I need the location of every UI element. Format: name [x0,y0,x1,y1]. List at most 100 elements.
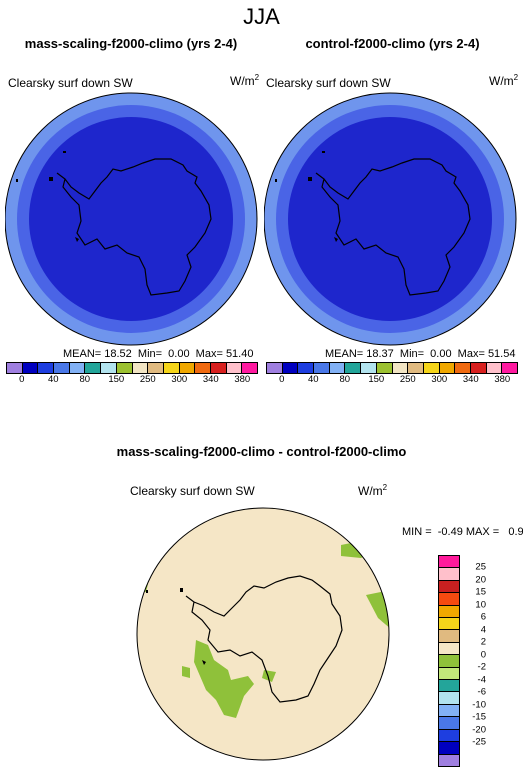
colorbar-label: 380 [234,374,251,385]
colorbar-box [22,363,39,373]
colorbar-label: 340 [202,374,219,385]
colorbar-box [423,363,440,373]
colorbar-box [361,363,377,373]
colorbar-box [392,363,409,373]
colorbar-box [486,363,503,373]
left-colorbar-boxes [6,362,258,374]
diff-units-label: W/m2 [358,483,388,499]
colorbar-box [195,363,211,373]
colorbar-label: 150 [108,374,125,385]
colorbar-box [179,363,196,373]
colorbar-box [439,556,459,569]
colorbar-box [439,363,456,373]
left-variable-label: Clearsky surf down SW [8,76,133,90]
colorbar-box [439,742,459,755]
left-panel-title: mass-scaling-f2000-climo (yrs 2-4) [24,36,238,51]
colorbar-label: -6 [477,686,486,698]
right-antarctica-coastline [315,158,471,296]
colorbar-box [242,363,257,373]
right-stats: MEAN= 18.37 Min= 0.00 Max= 51.54 [325,348,516,360]
colorbar-box [116,363,133,373]
colorbar-box [408,363,424,373]
colorbar-label: 0 [19,374,25,385]
left-colorbar: 0 40 80 150 250 300 340 380 [6,362,258,386]
colorbar-label: 300 [171,374,188,385]
colorbar-label: 300 [431,374,448,385]
left-units-label: W/m2 [230,73,260,89]
colorbar-label: 25 [475,561,486,573]
diff-variable-label: Clearsky surf down SW [130,484,255,498]
colorbar-label: 340 [462,374,479,385]
colorbar-label: 20 [475,574,486,586]
colorbar-box [345,363,362,373]
colorbar-box [69,363,86,373]
diff-minmax: MIN = -0.49 MAX = 0.91 [402,526,523,538]
right-colorbar-labels: 0 40 80 150 250 300 340 380 [266,374,518,386]
colorbar-box [210,363,227,373]
diff-antarctica-coastline [185,575,343,703]
colorbar-box [54,363,70,373]
colorbar-box [439,605,459,619]
colorbar-label: -4 [477,674,486,686]
page-title: JJA [243,4,280,29]
colorbar-box [376,363,393,373]
colorbar-label: -10 [472,699,486,711]
colorbar-box [439,692,459,705]
colorbar-box [85,363,102,373]
diff-colorbar-labels: 25 20 15 10 6 4 2 0 -2 -4 -6 -10 -15 -20 -25 [466,555,486,767]
colorbar-label: -15 [472,711,486,723]
colorbar-label: 40 [307,374,319,385]
colorbar-box [282,363,299,373]
colorbar-label: 250 [399,374,416,385]
colorbar-box [329,363,346,373]
colorbar-box [439,680,459,693]
right-colorbar: 0 40 80 150 250 300 340 380 [266,362,518,386]
colorbar-label: 2 [480,636,486,648]
colorbar-box [132,363,149,373]
colorbar-box [439,618,459,631]
colorbar-label: 80 [79,374,91,385]
colorbar-box [38,363,55,373]
diff-colorbar [438,555,460,767]
diff-map-background [137,508,389,760]
colorbar-box [439,642,459,656]
colorbar-box [439,717,459,730]
diff-colorbar-boxes [438,555,460,767]
colorbar-box [439,568,459,581]
colorbar-label: 4 [480,624,486,636]
left-map-inner-disk [29,117,233,321]
colorbar-label: -20 [472,724,486,736]
colorbar-box [502,363,517,373]
colorbar-box [439,729,459,743]
colorbar-box [267,363,283,373]
right-map-inner-disk [288,117,492,321]
right-colorbar-boxes [266,362,518,374]
colorbar-label: 0 [480,649,486,661]
colorbar-box [226,363,243,373]
colorbar-label: -2 [477,661,486,673]
right-map [264,92,517,346]
diff-panel-title: mass-scaling-f2000-climo - control-f2000… [116,444,407,459]
colorbar-box [101,363,117,373]
right-panel-title: control-f2000-climo (yrs 2-4) [305,36,480,51]
colorbar-box [439,580,459,594]
colorbar-box [439,754,459,766]
colorbar-label: 6 [480,611,486,623]
right-variable-label: Clearsky surf down SW [266,76,391,90]
colorbar-box [314,363,330,373]
colorbar-box [439,667,459,681]
colorbar-label: 150 [368,374,385,385]
left-map [5,92,258,346]
colorbar-box [298,363,315,373]
colorbar-box [455,363,471,373]
colorbar-label: 15 [475,586,486,598]
colorbar-box [470,363,487,373]
colorbar-label: 250 [139,374,156,385]
diff-map-border [136,507,390,761]
colorbar-box [148,363,164,373]
colorbar-box [439,655,459,668]
diff-map [136,507,390,761]
colorbar-label: 380 [494,374,511,385]
left-antarctica-coastline [56,158,212,296]
colorbar-box [439,593,459,606]
